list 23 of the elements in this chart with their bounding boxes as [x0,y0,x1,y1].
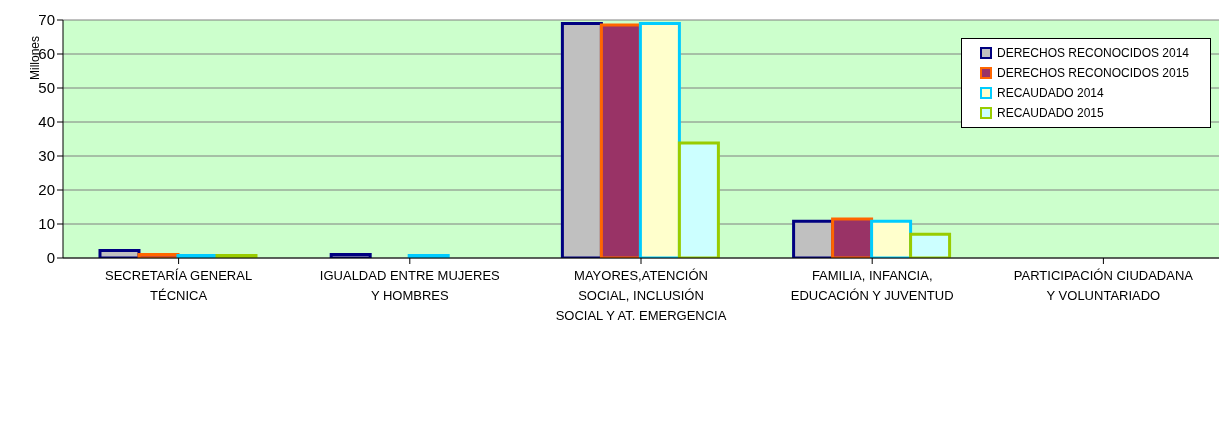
y-tick-label: 20 [38,181,55,199]
legend-label: RECAUDADO 2014 [997,86,1104,100]
x-tick-label: PARTICIPACIÓN CIUDADANA Y VOLUNTARIADO [1013,268,1194,303]
y-tick-label: 70 [38,11,55,29]
bar [677,141,720,258]
y-tick-label: 30 [38,147,55,165]
bar [599,23,642,258]
bar [560,21,603,258]
y-tick-label: 10 [38,215,55,233]
x-tick-label: SECRETARÍA GENERAL TÉCNICA [105,268,253,303]
bar [638,21,681,258]
legend-label: RECAUDADO 2015 [997,106,1104,120]
y-tick-label: 0 [46,249,55,267]
x-tick-label: MAYORES,ATENCIÓN SOCIAL, INCLUSIÓN SOCIAL Y AT. EMERGENCIA [555,268,727,323]
y-tick-label: 50 [38,79,55,97]
bar [909,232,952,258]
legend-label: DERECHOS RECONOCIDOS 2014 [997,46,1190,60]
x-tick-label: FAMILIA, INFANCIA, EDUCACIÓN Y JUVENTUD [790,268,954,303]
bar [870,219,913,258]
y-tick-label: 40 [38,113,55,131]
bar [831,217,874,258]
legend-label: DERECHOS RECONOCIDOS 2015 [997,66,1190,80]
x-tick-label: IGUALDAD ENTRE MUJERES Y HOMBRES [319,268,501,303]
